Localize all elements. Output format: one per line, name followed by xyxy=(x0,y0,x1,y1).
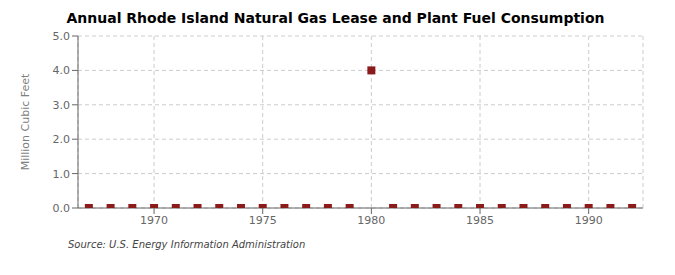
svg-text:3.0: 3.0 xyxy=(53,99,71,112)
svg-text:Million Cubic Feet: Million Cubic Feet xyxy=(19,73,32,170)
svg-text:1990: 1990 xyxy=(575,214,603,227)
svg-text:2.0: 2.0 xyxy=(53,133,71,146)
svg-text:1975: 1975 xyxy=(249,214,277,227)
svg-text:1985: 1985 xyxy=(466,214,494,227)
svg-text:0.0: 0.0 xyxy=(53,202,71,215)
svg-text:4.0: 4.0 xyxy=(53,64,71,77)
html-text:Source: U.S. Energy Informatio: Source: U.S. Energy Information Administ… xyxy=(68,239,306,250)
svg-text:1970: 1970 xyxy=(140,214,168,227)
svg-text:1.0: 1.0 xyxy=(53,168,71,181)
svg-text:5.0: 5.0 xyxy=(53,30,71,43)
svg-text:1980: 1980 xyxy=(357,214,385,227)
html-text:Annual Rhode Island Natural Ga: Annual Rhode Island Natural Gas Lease an… xyxy=(66,10,605,26)
